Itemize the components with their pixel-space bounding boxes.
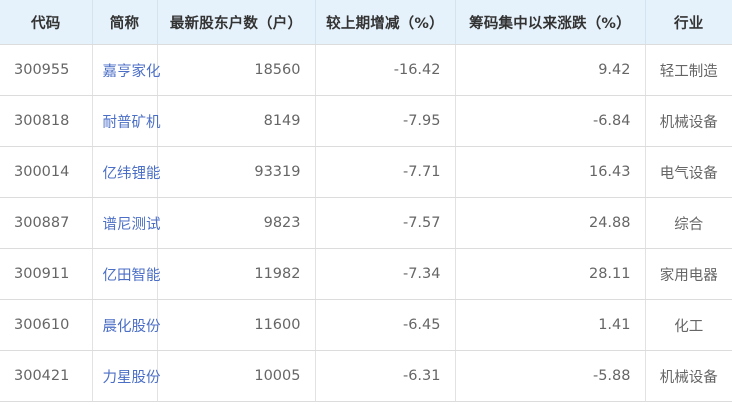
cell-stock-name: 晨化股份 [92, 299, 161, 351]
cell-stock-code: 300421 [0, 350, 93, 402]
table-row[interactable]: 300421 力星股份 10005 -6.31 -5.88 机械设备 [0, 350, 732, 402]
cell-stock-code: 300911 [0, 248, 93, 300]
stock-name-link[interactable]: 亿田智能 [102, 267, 161, 284]
cell-holder-count: 8149 [157, 95, 316, 147]
cell-industry: 综合 [645, 197, 732, 249]
cell-since-percent: 1.41 [455, 299, 646, 351]
stock-name-link[interactable]: 嘉亨家化 [102, 63, 161, 80]
cell-holder-count: 10005 [157, 350, 316, 402]
column-header-name[interactable]: 简称 [92, 0, 158, 45]
cell-stock-name: 亿田智能 [92, 248, 161, 300]
table-row[interactable]: 300911 亿田智能 11982 -7.34 28.11 家用电器 [0, 248, 732, 300]
cell-stock-code: 300610 [0, 299, 93, 351]
cell-industry: 电气设备 [645, 146, 732, 198]
cell-stock-name: 嘉亨家化 [92, 44, 161, 96]
table-row[interactable]: 300818 耐普矿机 8149 -7.95 -6.84 机械设备 [0, 95, 732, 147]
cell-stock-name: 耐普矿机 [92, 95, 161, 147]
cell-change-percent: -16.42 [315, 44, 456, 96]
cell-holder-count: 11600 [157, 299, 316, 351]
stock-name-link[interactable]: 力星股份 [102, 369, 161, 386]
column-header-change[interactable]: 较上期增减（%） [315, 0, 456, 45]
cell-industry: 轻工制造 [645, 44, 732, 96]
table-header: 代码 简称 最新股东户数（户） 较上期增减（%） 筹码集中以来涨跌（%） 行业 [0, 0, 732, 45]
cell-change-percent: -7.95 [315, 95, 456, 147]
cell-since-percent: 28.11 [455, 248, 646, 300]
cell-change-percent: -7.34 [315, 248, 456, 300]
table-row[interactable]: 300887 谱尼测试 9823 -7.57 24.88 综合 [0, 197, 732, 249]
cell-change-percent: -7.57 [315, 197, 456, 249]
stock-name-link[interactable]: 晨化股份 [102, 318, 161, 335]
table-body: 300955 嘉亨家化 18560 -16.42 9.42 轻工制造 300818 耐普矿机 8… [0, 44, 732, 402]
cell-industry: 机械设备 [645, 95, 732, 147]
cell-industry: 化工 [645, 299, 732, 351]
cell-industry: 机械设备 [645, 350, 732, 402]
table-row[interactable]: 300014 亿纬锂能 93319 -7.71 16.43 电气设备 [0, 146, 732, 198]
cell-since-percent: -5.88 [455, 350, 646, 402]
cell-since-percent: 24.88 [455, 197, 646, 249]
cell-holder-count: 18560 [157, 44, 316, 96]
table-row[interactable]: 300955 嘉亨家化 18560 -16.42 9.42 轻工制造 [0, 44, 732, 96]
cell-change-percent: -6.45 [315, 299, 456, 351]
cell-stock-code: 300014 [0, 146, 93, 198]
cell-industry: 家用电器 [645, 248, 732, 300]
cell-stock-name: 谱尼测试 [92, 197, 161, 249]
cell-since-percent: 9.42 [455, 44, 646, 96]
cell-stock-code: 300818 [0, 95, 93, 147]
stock-name-link[interactable]: 耐普矿机 [102, 114, 161, 131]
table-row[interactable]: 300610 晨化股份 11600 -6.45 1.41 化工 [0, 299, 732, 351]
cell-holder-count: 93319 [157, 146, 316, 198]
cell-change-percent: -7.71 [315, 146, 456, 198]
stock-name-link[interactable]: 亿纬锂能 [102, 165, 161, 182]
stock-name-link[interactable]: 谱尼测试 [102, 216, 161, 233]
cell-since-percent: 16.43 [455, 146, 646, 198]
cell-stock-name: 亿纬锂能 [92, 146, 161, 198]
column-header-holders[interactable]: 最新股东户数（户） [157, 0, 316, 45]
column-header-since[interactable]: 筹码集中以来涨跌（%） [455, 0, 646, 45]
cell-since-percent: -6.84 [455, 95, 646, 147]
column-header-code[interactable]: 代码 [0, 0, 93, 45]
cell-stock-code: 300887 [0, 197, 93, 249]
cell-holder-count: 9823 [157, 197, 316, 249]
cell-holder-count: 11982 [157, 248, 316, 300]
cell-change-percent: -6.31 [315, 350, 456, 402]
table-header-row: 代码 简称 最新股东户数（户） 较上期增减（%） 筹码集中以来涨跌（%） 行业 [0, 0, 732, 45]
column-header-industry[interactable]: 行业 [645, 0, 732, 45]
cell-stock-name: 力星股份 [92, 350, 161, 402]
cell-stock-code: 300955 [0, 44, 93, 96]
